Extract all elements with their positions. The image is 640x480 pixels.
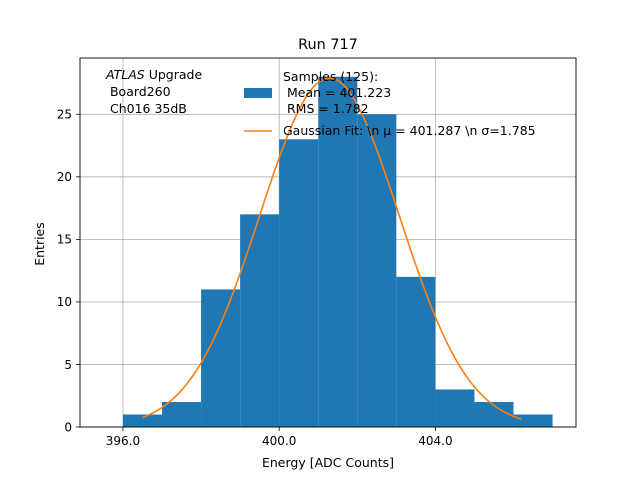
legend-samples-line-2: Mean = 401.223: [283, 85, 391, 100]
histogram-bar: [201, 289, 241, 427]
histogram-bar: [318, 76, 358, 428]
y-tick-label: 5: [64, 358, 72, 372]
x-axis-label: Energy [ADC Counts]: [262, 455, 394, 470]
histogram-bar: [357, 114, 397, 427]
plot-frame: [79, 57, 577, 428]
x-tick-label: 396.0: [106, 434, 140, 448]
bars-layer: [122, 76, 553, 428]
histogram-bar: [513, 414, 553, 427]
legend-samples-patch: [244, 88, 272, 98]
legend-samples-line-3: RMS = 1.782: [283, 101, 369, 116]
y-tick-label: 10: [57, 295, 72, 309]
annotation-atlas-word: ATLAS: [105, 67, 145, 82]
y-tick-label: 15: [57, 233, 72, 247]
atlas-annotation: ATLAS Upgrade Board260 Ch016 35dB: [105, 67, 202, 116]
histogram-bar: [396, 276, 436, 427]
annotation-line-2: Board260: [106, 84, 171, 99]
annotation-line-3: Ch016 35dB: [106, 101, 187, 116]
histogram-bar: [240, 214, 280, 427]
histogram-bar: [122, 414, 163, 427]
x-tick-label: 400.0: [262, 434, 296, 448]
histogram-bar: [435, 389, 475, 427]
y-tick-label: 0: [64, 420, 72, 434]
gaussian-fit-curve: [142, 77, 522, 420]
histogram-bar: [162, 401, 202, 427]
y-axis-label: Entries: [32, 222, 47, 266]
x-tick-label: 404.0: [418, 434, 452, 448]
histogram-bar: [279, 139, 319, 427]
ticks-layer: 396.0 400.0 404.0 0 5 10 15 20 25: [57, 108, 453, 448]
y-tick-label: 20: [57, 170, 72, 184]
annotation-upgrade-word: Upgrade: [145, 67, 203, 82]
chart-title: Run 717: [298, 37, 358, 53]
legend: Samples (125): Mean = 401.223 RMS = 1.78…: [244, 69, 536, 138]
legend-fit-label: Gaussian Fit: \n μ = 401.287 \n σ=1.785: [283, 123, 536, 138]
y-tick-label: 25: [57, 108, 72, 122]
annotation-line-1: ATLAS Upgrade: [105, 67, 202, 82]
legend-samples-line-1: Samples (125):: [283, 69, 378, 84]
